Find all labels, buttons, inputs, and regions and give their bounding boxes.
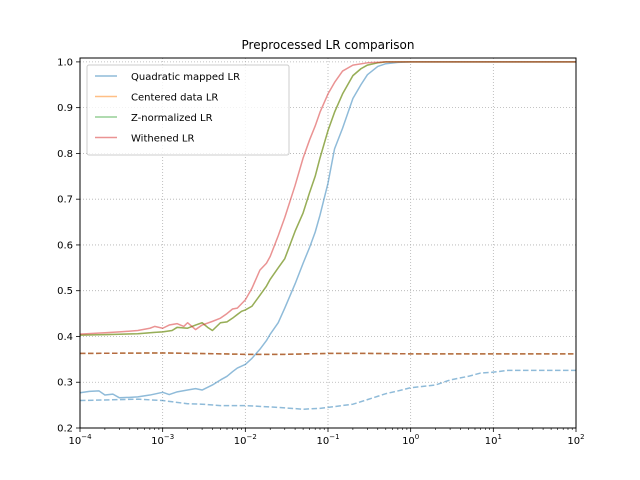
legend: Quadratic mapped LR Centered data LR Z-nor… [86,64,290,156]
y-tick-label: 0.8 [57,149,73,160]
y-tick-label: 0.4 [57,332,73,343]
legend-label: Withened LR [131,134,194,145]
series-line-dashed [79,369,576,410]
series-line-dashed [79,352,576,356]
x-tick-label: 10−2 [234,433,257,447]
x-tick-label: 100 [402,433,419,447]
series-line [79,61,576,335]
y-tick-label: 0.7 [57,195,73,206]
chart-title: Preprocessed LR comparison [242,38,415,52]
y-tick-label: 0.5 [57,286,73,297]
series-line [79,61,576,399]
legend-label: Quadratic mapped LR [131,72,240,83]
axes: 10−4 10−3 10−2 10−1 100 101 102 0.2 0.3 0.4 0.5 0.6… [57,57,585,447]
y-tick-label: 0.2 [57,424,73,435]
y-tick-label: 0.9 [57,103,73,114]
series-lines [79,61,576,410]
legend-label: Centered data LR [131,93,218,104]
y-tick-label: 1.0 [57,57,73,68]
y-tick-label: 0.6 [57,240,73,251]
x-tick-label: 10−3 [151,433,174,447]
y-tick-label: 0.3 [57,378,73,389]
legend-label: Z-normalized LR [131,113,213,124]
x-tick-label: 10−4 [68,433,92,447]
legend-box [86,64,290,156]
x-tick-label: 10−1 [316,433,339,447]
series-line [79,61,576,336]
x-tick-label: 102 [567,433,584,447]
x-tick-label: 101 [485,433,502,447]
